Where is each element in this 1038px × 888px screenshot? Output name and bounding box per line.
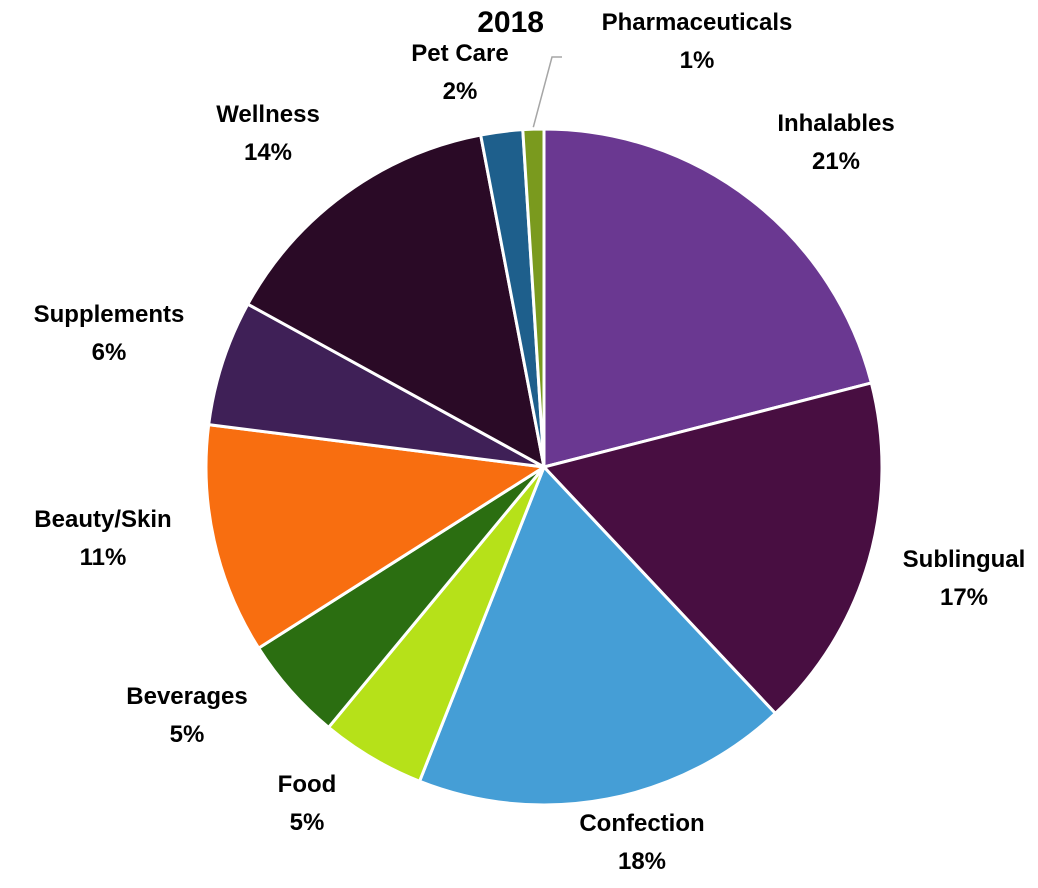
slice-label-value: 6% [92,339,127,366]
slice-label-name: Supplements [34,301,185,328]
slice-label-value: 18% [618,848,666,875]
slice-label-name: Beauty/Skin [34,506,171,533]
leader-lines [532,56,562,128]
pie-slice-wellness [245,133,547,470]
slice-label-value: 5% [290,809,325,836]
slice-label-value: 17% [940,584,988,611]
pie-slice-sublingual [541,381,884,716]
slice-label-value: 1% [680,47,715,74]
slice-label-value: 11% [80,544,127,571]
slice-label-name: Wellness [216,101,320,128]
pie-slice-supplements [206,302,545,469]
slice-label-name: Beverages [126,683,247,710]
slice-labels: Inhalables 21% Sublingual 17% Confection 18% F… [34,9,1026,875]
slice-label-name: Sublingual [903,546,1026,573]
slice-label-value: 5% [170,721,205,748]
pie-slice-confection [417,464,778,807]
slice-label-name: Inhalables [777,110,894,137]
slice-label-value: 2% [443,78,478,105]
slice-label-name: Pet Care [411,40,508,67]
slice-label-value: 14% [244,139,292,166]
leader-line [532,56,562,128]
pie-slice-pharmaceuticals [521,127,546,468]
pie-slice-beauty-skin [204,422,549,651]
pie-slices [204,127,884,807]
slice-label-name: Food [278,771,337,798]
slice-label-name: Pharmaceuticals [602,9,793,36]
chart-title: 2018 [477,6,544,39]
slice-label-name: Confection [579,810,704,837]
slice-label-value: 21% [812,148,860,175]
pie-slice-inhalables [542,127,874,469]
